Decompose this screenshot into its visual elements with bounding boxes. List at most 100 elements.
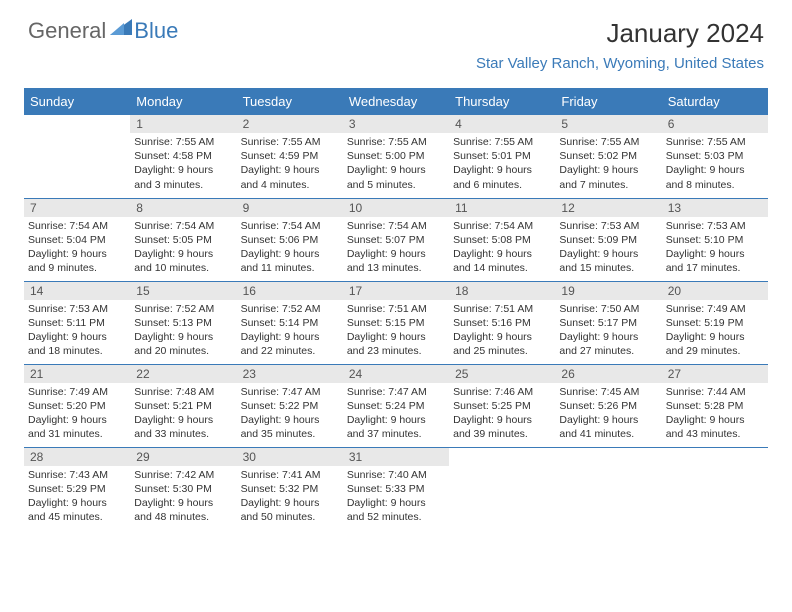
- daylight-line: Daylight: 9 hours and 7 minutes.: [559, 163, 657, 191]
- calendar-cell: 14Sunrise: 7:53 AMSunset: 5:11 PMDayligh…: [24, 281, 130, 364]
- sunrise-line: Sunrise: 7:44 AM: [666, 385, 764, 399]
- daylight-line: Daylight: 9 hours and 25 minutes.: [453, 330, 551, 358]
- calendar-cell: 30Sunrise: 7:41 AMSunset: 5:32 PMDayligh…: [237, 447, 343, 530]
- day-number: 21: [24, 365, 130, 383]
- sunrise-line: Sunrise: 7:42 AM: [134, 468, 232, 482]
- day-details: Sunrise: 7:53 AMSunset: 5:10 PMDaylight:…: [662, 217, 768, 280]
- day-number: 12: [555, 199, 661, 217]
- day-details: Sunrise: 7:55 AMSunset: 5:01 PMDaylight:…: [449, 133, 555, 196]
- sunrise-line: Sunrise: 7:40 AM: [347, 468, 445, 482]
- sunrise-line: Sunrise: 7:54 AM: [28, 219, 126, 233]
- daylight-line: Daylight: 9 hours and 33 minutes.: [134, 413, 232, 441]
- sunset-line: Sunset: 5:03 PM: [666, 149, 764, 163]
- sunset-line: Sunset: 5:00 PM: [347, 149, 445, 163]
- day-details: Sunrise: 7:53 AMSunset: 5:11 PMDaylight:…: [24, 300, 130, 363]
- day-number: 4: [449, 115, 555, 133]
- day-details: Sunrise: 7:41 AMSunset: 5:32 PMDaylight:…: [237, 466, 343, 529]
- sunrise-line: Sunrise: 7:55 AM: [347, 135, 445, 149]
- day-details: Sunrise: 7:55 AMSunset: 4:58 PMDaylight:…: [130, 133, 236, 196]
- day-number: 16: [237, 282, 343, 300]
- sunrise-line: Sunrise: 7:54 AM: [453, 219, 551, 233]
- day-of-week-header: Thursday: [449, 88, 555, 115]
- daylight-line: Daylight: 9 hours and 20 minutes.: [134, 330, 232, 358]
- sunset-line: Sunset: 5:33 PM: [347, 482, 445, 496]
- day-details: Sunrise: 7:55 AMSunset: 5:00 PMDaylight:…: [343, 133, 449, 196]
- day-number: 31: [343, 448, 449, 466]
- day-number: 14: [24, 282, 130, 300]
- sunset-line: Sunset: 5:08 PM: [453, 233, 551, 247]
- day-details: Sunrise: 7:55 AMSunset: 5:02 PMDaylight:…: [555, 133, 661, 196]
- day-number: 22: [130, 365, 236, 383]
- calendar-cell: 29Sunrise: 7:42 AMSunset: 5:30 PMDayligh…: [130, 447, 236, 530]
- calendar-week-row: 7Sunrise: 7:54 AMSunset: 5:04 PMDaylight…: [24, 198, 768, 281]
- day-details: Sunrise: 7:47 AMSunset: 5:24 PMDaylight:…: [343, 383, 449, 446]
- day-number: 1: [130, 115, 236, 133]
- sunset-line: Sunset: 5:16 PM: [453, 316, 551, 330]
- sunset-line: Sunset: 5:17 PM: [559, 316, 657, 330]
- daylight-line: Daylight: 9 hours and 31 minutes.: [28, 413, 126, 441]
- daylight-line: Daylight: 9 hours and 3 minutes.: [134, 163, 232, 191]
- daylight-line: Daylight: 9 hours and 39 minutes.: [453, 413, 551, 441]
- day-of-week-header: Tuesday: [237, 88, 343, 115]
- day-details: Sunrise: 7:54 AMSunset: 5:05 PMDaylight:…: [130, 217, 236, 280]
- sunset-line: Sunset: 5:01 PM: [453, 149, 551, 163]
- calendar-week-row: 1Sunrise: 7:55 AMSunset: 4:58 PMDaylight…: [24, 115, 768, 198]
- sunset-line: Sunset: 4:58 PM: [134, 149, 232, 163]
- daylight-line: Daylight: 9 hours and 10 minutes.: [134, 247, 232, 275]
- daylight-line: Daylight: 9 hours and 18 minutes.: [28, 330, 126, 358]
- daylight-line: Daylight: 9 hours and 5 minutes.: [347, 163, 445, 191]
- day-details: Sunrise: 7:54 AMSunset: 5:07 PMDaylight:…: [343, 217, 449, 280]
- location-subtitle: Star Valley Ranch, Wyoming, United State…: [476, 55, 764, 72]
- calendar-cell: 2Sunrise: 7:55 AMSunset: 4:59 PMDaylight…: [237, 115, 343, 198]
- day-of-week-header: Sunday: [24, 88, 130, 115]
- day-details: Sunrise: 7:48 AMSunset: 5:21 PMDaylight:…: [130, 383, 236, 446]
- sunrise-line: Sunrise: 7:54 AM: [347, 219, 445, 233]
- daylight-line: Daylight: 9 hours and 41 minutes.: [559, 413, 657, 441]
- sunset-line: Sunset: 5:22 PM: [241, 399, 339, 413]
- day-number: [449, 448, 555, 452]
- daylight-line: Daylight: 9 hours and 35 minutes.: [241, 413, 339, 441]
- day-details: Sunrise: 7:45 AMSunset: 5:26 PMDaylight:…: [555, 383, 661, 446]
- calendar-cell: [24, 115, 130, 198]
- sunset-line: Sunset: 5:19 PM: [666, 316, 764, 330]
- calendar-cell: 16Sunrise: 7:52 AMSunset: 5:14 PMDayligh…: [237, 281, 343, 364]
- sunrise-line: Sunrise: 7:55 AM: [241, 135, 339, 149]
- calendar-cell: 23Sunrise: 7:47 AMSunset: 5:22 PMDayligh…: [237, 364, 343, 447]
- calendar-cell: 27Sunrise: 7:44 AMSunset: 5:28 PMDayligh…: [662, 364, 768, 447]
- day-number: 27: [662, 365, 768, 383]
- sunset-line: Sunset: 5:25 PM: [453, 399, 551, 413]
- day-details: Sunrise: 7:49 AMSunset: 5:19 PMDaylight:…: [662, 300, 768, 363]
- calendar-cell: [662, 447, 768, 530]
- day-details: Sunrise: 7:54 AMSunset: 5:06 PMDaylight:…: [237, 217, 343, 280]
- day-number: 6: [662, 115, 768, 133]
- daylight-line: Daylight: 9 hours and 13 minutes.: [347, 247, 445, 275]
- calendar-cell: 28Sunrise: 7:43 AMSunset: 5:29 PMDayligh…: [24, 447, 130, 530]
- sunset-line: Sunset: 5:28 PM: [666, 399, 764, 413]
- sunrise-line: Sunrise: 7:52 AM: [241, 302, 339, 316]
- logo-text-blue: Blue: [134, 18, 178, 44]
- day-of-week-header: Wednesday: [343, 88, 449, 115]
- day-number: 9: [237, 199, 343, 217]
- calendar-cell: 24Sunrise: 7:47 AMSunset: 5:24 PMDayligh…: [343, 364, 449, 447]
- daylight-line: Daylight: 9 hours and 8 minutes.: [666, 163, 764, 191]
- day-number: 5: [555, 115, 661, 133]
- day-details: Sunrise: 7:46 AMSunset: 5:25 PMDaylight:…: [449, 383, 555, 446]
- day-number: 17: [343, 282, 449, 300]
- day-number: 24: [343, 365, 449, 383]
- day-details: Sunrise: 7:40 AMSunset: 5:33 PMDaylight:…: [343, 466, 449, 529]
- header: General Blue January 2024 Star Valley Ra…: [0, 0, 792, 76]
- day-details: Sunrise: 7:52 AMSunset: 5:14 PMDaylight:…: [237, 300, 343, 363]
- day-number: [24, 115, 130, 119]
- sunrise-line: Sunrise: 7:55 AM: [453, 135, 551, 149]
- calendar-cell: [449, 447, 555, 530]
- day-number: 2: [237, 115, 343, 133]
- day-number: 28: [24, 448, 130, 466]
- sunset-line: Sunset: 5:04 PM: [28, 233, 126, 247]
- day-number: [662, 448, 768, 452]
- sunrise-line: Sunrise: 7:54 AM: [241, 219, 339, 233]
- daylight-line: Daylight: 9 hours and 11 minutes.: [241, 247, 339, 275]
- sunrise-line: Sunrise: 7:52 AM: [134, 302, 232, 316]
- calendar-cell: 18Sunrise: 7:51 AMSunset: 5:16 PMDayligh…: [449, 281, 555, 364]
- calendar-cell: 7Sunrise: 7:54 AMSunset: 5:04 PMDaylight…: [24, 198, 130, 281]
- sunset-line: Sunset: 5:13 PM: [134, 316, 232, 330]
